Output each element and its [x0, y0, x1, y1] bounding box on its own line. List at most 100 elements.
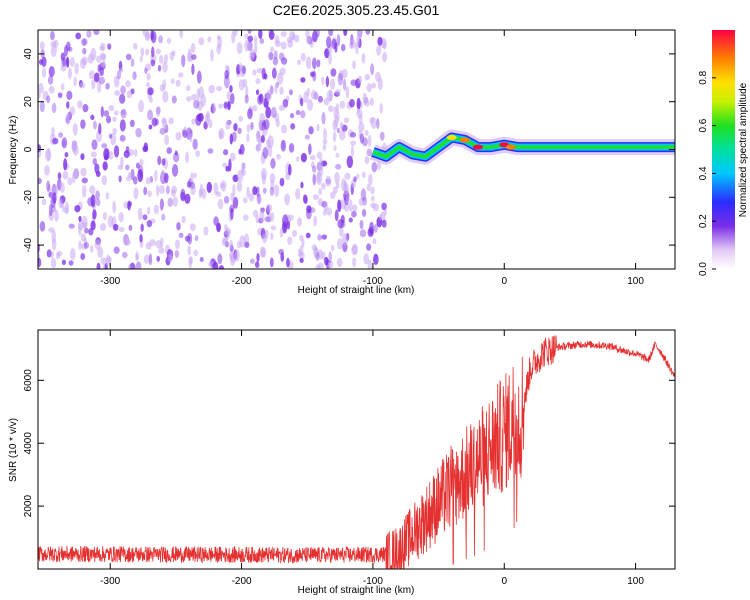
spectrogram-noise-blob: [241, 65, 247, 75]
spectrogram-noise-blob: [221, 238, 228, 247]
spectrogram-noise-blob: [300, 152, 307, 163]
spectrogram-noise-blob: [196, 70, 202, 84]
spectrogram-noise-blob: [51, 238, 57, 251]
spectrogram-noise-blob: [255, 214, 259, 224]
spectrogram-noise-blob: [91, 139, 98, 150]
spectrogram-noise-blob: [81, 177, 88, 184]
spectrogram-noise-blob: [72, 123, 78, 136]
spectrogram-noise-blob: [229, 204, 235, 214]
spectrogram-noise-blob: [118, 226, 125, 233]
spectrogram-noise-blob: [366, 243, 372, 251]
spectrogram-noise-blob: [256, 186, 260, 198]
spectrogram-noise-blob: [247, 30, 252, 35]
spectrogram-noise-blob: [299, 257, 304, 264]
spectrogram-noise-blob: [112, 127, 117, 135]
spectrogram-noise-blob: [90, 114, 95, 121]
spectrogram-noise-blob: [180, 191, 186, 202]
spectrogram-noise-blob: [272, 56, 279, 66]
spectrogram-noise-blob: [195, 150, 201, 157]
spectrogram-noise-blob: [187, 48, 193, 61]
spectrogram-noise-blob: [67, 67, 73, 80]
spectrogram-noise-blob: [252, 186, 258, 196]
spectrogram-noise-blob: [158, 185, 165, 194]
spectrogram-noise-blob: [103, 148, 109, 161]
spectrogram-noise-blob: [306, 98, 314, 111]
spectrogram-noise-blob: [160, 169, 165, 182]
spectrogram-noise-blob: [295, 109, 301, 116]
spectrogram-noise-blob: [215, 85, 223, 92]
spectrogram-noise-blob: [279, 86, 284, 95]
spectrogram-noise-blob: [74, 204, 81, 213]
spectrogram-noise-blob: [349, 39, 357, 49]
spectrogram-noise-blob: [86, 30, 92, 38]
snr-x-ticks: -300 -200 -100 0 100: [100, 330, 644, 587]
spectrogram-noise-blob: [376, 118, 380, 130]
spectrogram-noise-blob: [288, 163, 292, 176]
spectrogram-noise-blob: [222, 162, 228, 168]
spectrogram-noise-blob: [316, 151, 323, 160]
spectrogram-noise-blob: [108, 105, 115, 112]
spectrogram-noise-blob: [52, 137, 59, 145]
spectrogram-noise-blob: [249, 51, 255, 62]
spectrogram-noise-blob: [48, 85, 55, 94]
spectrogram-noise-blob: [274, 35, 280, 44]
spectrogram-noise-blob: [117, 164, 124, 171]
spectrogram-noise-blob: [294, 34, 300, 43]
spectrogram-noise-blob: [300, 52, 306, 62]
spectrogram-noise-blob: [93, 120, 97, 130]
spectrogram-noise-blob: [192, 138, 198, 150]
spectrogram-noise-blob: [258, 30, 263, 39]
spectrogram-noise-blob: [364, 73, 371, 81]
spectrogram-noise-blob: [381, 51, 388, 63]
spectrogram-noise-blob: [321, 251, 326, 261]
spectrogram-noise-blob: [69, 57, 75, 67]
spectrogram-noise-blob: [289, 89, 293, 96]
spectrogram-noise-blob: [84, 227, 89, 234]
spectrogram-noise-blob: [226, 91, 232, 101]
spectrogram-noise-blob: [274, 83, 278, 94]
spectrogram-noise-blob: [218, 103, 224, 109]
spectrogram-noise-blob: [105, 82, 110, 90]
spectrogram-y-ticks: -40 -20 0 20 40: [23, 48, 675, 252]
spectrogram-x-tick-label: -300: [100, 276, 120, 287]
spectrogram-noise-blob: [290, 123, 296, 130]
spectrogram-noise-blob: [340, 43, 346, 52]
spectrogram-noise-blob: [102, 161, 108, 171]
spectrogram-noise-blob: [269, 211, 275, 222]
snr-y-ticks: 2000 4000 6000: [23, 369, 675, 517]
spectrogram-noise-blob: [227, 100, 231, 111]
spectrogram-noise-blob: [237, 170, 244, 183]
spectrogram-noise-blob: [125, 53, 132, 61]
spectrogram-noise-blob: [157, 155, 162, 166]
spectrogram-noise-blob: [217, 253, 223, 265]
spectrogram-noise-blob: [225, 165, 230, 172]
spectrogram-noise-blob: [321, 182, 326, 190]
spectrogram-noise-blob: [54, 209, 59, 222]
spectrogram-noise-blob: [352, 257, 357, 268]
spectrogram-noise-blob: [350, 145, 354, 158]
spectrogram-noise-blob: [253, 35, 258, 45]
spectrogram-noise-blob: [239, 144, 245, 155]
spectrogram-noise-blob: [263, 118, 270, 130]
spectrogram-noise-blob: [96, 262, 101, 269]
spectrogram-noise-blob: [243, 214, 249, 221]
spectrogram-noise-blob: [381, 219, 387, 228]
spectrogram-noise-blob: [38, 243, 41, 253]
spectrogram-noise-blob: [316, 123, 320, 132]
spectrogram-noise-blob: [208, 84, 215, 94]
spectrogram-noise-blob: [288, 214, 294, 221]
spectrogram-noise-blob: [46, 249, 52, 258]
spectrogram-noise-blob: [317, 95, 323, 103]
spectrogram-noise-blob: [83, 241, 90, 249]
spectrogram-noise-blob: [66, 101, 70, 109]
spectrogram-noise-blob: [346, 155, 354, 169]
spectrogram-noise-blob: [329, 78, 336, 90]
spectrogram-noise-blob: [229, 252, 236, 266]
figure-title: C2E6.2025.305.23.45.G01: [273, 2, 440, 18]
spectrogram-noise-blob: [146, 72, 151, 81]
spectrogram-x-label: Height of straight line (km): [298, 285, 415, 296]
spectrogram-noise-blob: [372, 238, 377, 245]
spectrogram-noise-blob: [238, 62, 243, 73]
spectrogram-noise-blob: [223, 195, 230, 204]
